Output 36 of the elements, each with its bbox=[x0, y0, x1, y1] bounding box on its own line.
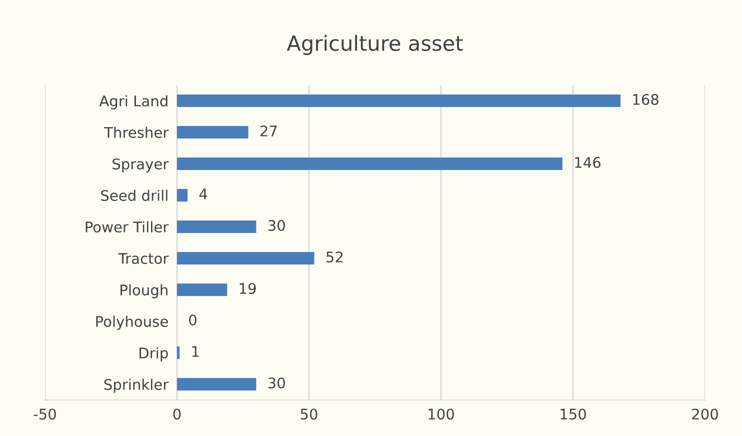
y-tick-label: Polyhouse bbox=[96, 316, 168, 330]
data-label: 30 bbox=[268, 220, 285, 231]
bar bbox=[177, 188, 188, 202]
data-label: 0 bbox=[189, 314, 196, 326]
bar bbox=[177, 252, 314, 265]
data-label: 30 bbox=[268, 377, 285, 388]
bar bbox=[177, 283, 228, 296]
y-tick-label: Sprinkler bbox=[104, 378, 169, 393]
x-tick-label: 50 bbox=[300, 408, 318, 420]
data-label: 168 bbox=[633, 94, 658, 105]
bar bbox=[177, 378, 256, 391]
y-tick-label: Drip bbox=[140, 347, 168, 362]
y-tick-label: Power Tiller bbox=[86, 221, 169, 232]
y-tick-label: Tractor bbox=[118, 253, 169, 264]
bar bbox=[177, 94, 621, 108]
y-tick-label: Plough bbox=[120, 284, 168, 298]
data-label: 27 bbox=[260, 125, 277, 136]
bar bbox=[177, 157, 562, 170]
data-label: 52 bbox=[326, 251, 342, 262]
data-label: 1 bbox=[192, 346, 199, 357]
chart-title: Agriculture asset bbox=[286, 34, 463, 56]
bar bbox=[177, 126, 248, 139]
y-tick-label: Agri Land bbox=[99, 95, 168, 110]
data-label: 4 bbox=[199, 188, 208, 200]
y-tick-label: Thresher bbox=[104, 126, 169, 138]
y-tick-label: Seed drill bbox=[101, 190, 168, 201]
x-tick-label: 150 bbox=[560, 408, 586, 420]
data-label: 19 bbox=[240, 282, 256, 294]
x-tick-label: -50 bbox=[34, 408, 56, 420]
x-tick-label: 100 bbox=[428, 408, 454, 420]
bar bbox=[177, 346, 180, 360]
data-label: 146 bbox=[575, 156, 600, 168]
y-tick-label: Sprayer bbox=[112, 158, 169, 172]
bar bbox=[177, 220, 256, 234]
x-tick-label: 200 bbox=[692, 408, 718, 420]
x-tick-label: 0 bbox=[173, 408, 181, 420]
